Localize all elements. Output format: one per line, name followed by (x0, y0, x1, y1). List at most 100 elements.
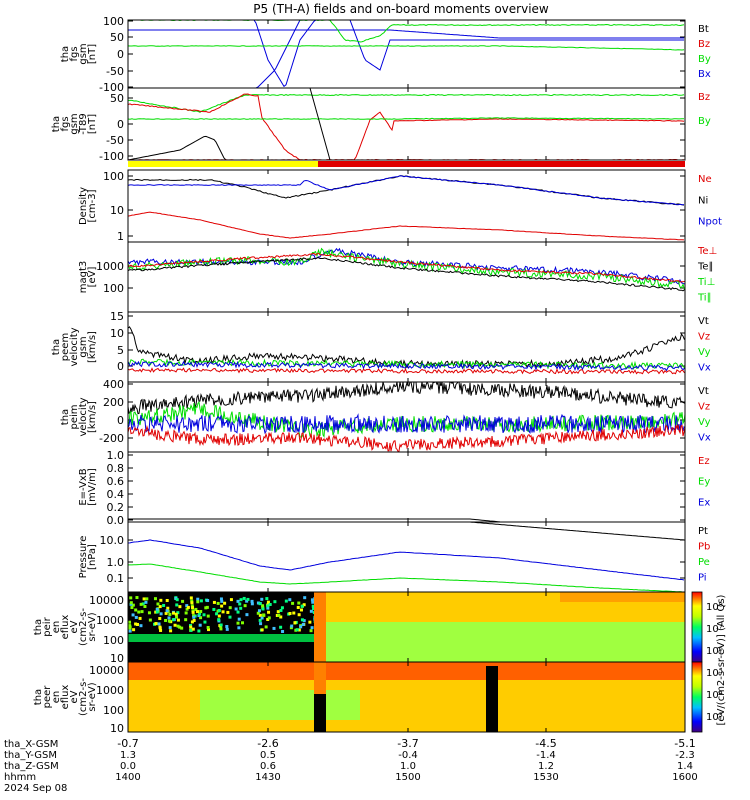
legend-entry: Ex (698, 497, 710, 508)
spectrogram-pixel (299, 625, 302, 628)
spectrogram-pixel (156, 602, 159, 605)
legend-entry: Pe (698, 557, 710, 568)
x-row-value: 1400 (115, 772, 140, 783)
spectrogram-pixel (174, 624, 177, 627)
spectrogram-pixel (298, 613, 301, 616)
spectrogram-pixel (268, 616, 271, 619)
spectrogram-pixel (238, 618, 241, 621)
spectrogram-pixel (181, 600, 184, 603)
spectrogram-pixel (164, 619, 167, 622)
panel-ylabel-line: [km/s] (87, 401, 98, 433)
spectrogram-pixel (206, 599, 209, 602)
legend-entry: Te⊥ (697, 246, 717, 257)
legend-entry: Bt (698, 24, 709, 35)
spectrogram-fill (326, 622, 685, 662)
spectrogram-pixel (192, 628, 195, 631)
spectrogram-pixel (165, 612, 168, 615)
spectrogram-pixel (228, 616, 231, 619)
spectrogram-pixel (220, 605, 223, 608)
spectrogram-pixel (172, 612, 175, 615)
panel-curves (128, 176, 684, 240)
spectrogram-fill (128, 634, 314, 642)
spectrogram-pixel (199, 610, 202, 613)
plot-title: P5 (TH-A) fields and on-board moments ov… (253, 2, 549, 16)
spectrogram-pixel (154, 597, 157, 600)
series-By-line (128, 95, 684, 113)
spectrogram-pixel (206, 606, 209, 609)
spectrogram-fill (314, 592, 326, 662)
panel-ylabel-line: [km/s] (87, 331, 98, 363)
y-tick-label: 0.2 (107, 501, 125, 514)
x-row-value: -0.4 (398, 750, 418, 761)
spectrogram-pixel (191, 606, 194, 609)
series-By-line (128, 46, 684, 50)
y-tick-label: 400 (103, 378, 124, 391)
spectrogram-pixel (240, 598, 243, 601)
spectrogram-pixel (310, 629, 313, 632)
spectrogram-pixel (129, 596, 132, 599)
spectrogram-pixel (285, 600, 288, 603)
spectrogram-pixel (148, 611, 151, 614)
y-tick-label: -100 (99, 150, 124, 163)
spectrogram-pixel (193, 619, 196, 622)
spectrogram-pixel (196, 600, 199, 603)
series-Bx-line (128, 30, 684, 38)
y-tick-label: -50 (106, 65, 124, 78)
panel-peir_flux: thapeirenefluxeV(cm2-s-sr-eV)10000100010… (33, 592, 685, 665)
spectrogram-pixel (175, 615, 178, 618)
spectrogram-pixel (158, 617, 161, 620)
x-tick-label: -5.1 (674, 737, 695, 750)
spectrogram-pixel (196, 610, 199, 613)
x-row-value: 1500 (395, 772, 420, 783)
spectrogram-pixel (243, 597, 246, 600)
y-tick-label: 1 (117, 230, 124, 243)
y-tick-label: 1.0 (107, 556, 125, 569)
spectrogram-pixel (245, 613, 248, 616)
spectrogram-pixel (149, 619, 152, 622)
spectrogram-pixel (196, 598, 199, 601)
panel-curves (128, 382, 685, 451)
spectrogram-pixel (192, 611, 195, 614)
spectrogram-pixel (297, 602, 300, 605)
spectrogram-pixel (262, 614, 265, 617)
spectrogram-pixel (213, 601, 216, 604)
panel-density: Density[cm-3]100101NeNiNpot (78, 170, 722, 243)
spectrogram-pixel (237, 600, 240, 603)
y-tick-label: 100 (103, 15, 124, 28)
panel-ylabel-line: [nT] (87, 114, 98, 134)
x-row-value: 0.6 (260, 761, 276, 772)
series-Ne-line (128, 212, 684, 240)
series-Ti-par-line (128, 249, 685, 290)
spectrogram-fill (486, 666, 498, 732)
spectrogram-pixel (207, 615, 210, 618)
series-Vt-line (128, 327, 685, 368)
spectrogram-pixel (166, 599, 169, 602)
spectrogram-pixel (226, 611, 229, 614)
y-tick-label: 100 (103, 282, 124, 295)
panel-pressure: Pressure[nPa]10.01.00.1PtPbPePi (78, 522, 710, 592)
spectrogram-pixel (279, 609, 282, 612)
spectrogram-pixel (141, 610, 144, 613)
panel-ylabel-line: [nT] (87, 44, 98, 64)
y-tick-label: 10000 (89, 664, 124, 677)
spectrogram-pixel (178, 605, 181, 608)
spectrogram-pixel (239, 607, 242, 610)
legend-entry: Vz (698, 332, 710, 343)
spectrogram-pixel (291, 602, 294, 605)
spectrogram-pixel (290, 625, 293, 628)
panel-fgs_gsm_t89: thafgsgsm-T89[nT]500-50-100BzBy (51, 88, 711, 163)
spectrogram-pixel (217, 618, 220, 621)
spectrogram-pixel (244, 604, 247, 607)
x-tick-label: -0.7 (117, 737, 138, 750)
y-tick-label: 15 (110, 310, 124, 323)
spectrogram-pixel (159, 605, 162, 608)
spectrogram-pixel (203, 621, 206, 624)
panel-frame (128, 88, 685, 160)
spectrogram-pixel (301, 618, 304, 621)
legend-entry: Ez (698, 456, 710, 467)
spectrogram-pixel (169, 629, 172, 632)
x-row-name: tha_X-GSM (4, 739, 58, 750)
spectrogram-pixel (237, 626, 240, 629)
panel-ylabel-line: [cm-3] (87, 189, 98, 222)
spectrogram-pixel (302, 623, 305, 626)
